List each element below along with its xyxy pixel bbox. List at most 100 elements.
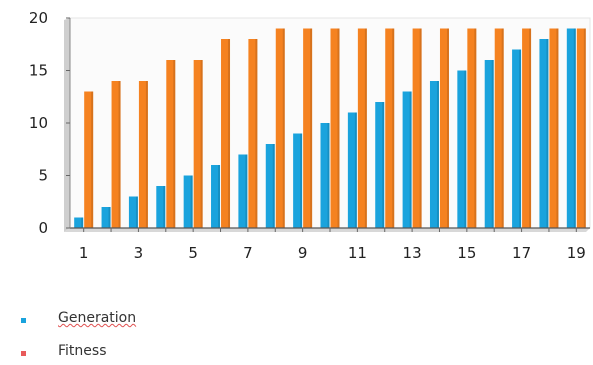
bar-fitness-9: [303, 28, 313, 228]
bar-generation-4: [156, 186, 166, 228]
bar-fitness-8: [275, 28, 285, 228]
bar-shade-fitness-2: [118, 81, 121, 228]
bar-face-fitness-16: [494, 28, 504, 228]
bar-shade-fitness-13: [419, 28, 422, 228]
bar-fitness-3: [138, 81, 148, 228]
y-tick-label-0: 0: [38, 219, 48, 237]
y-tick-label-15: 15: [29, 62, 48, 80]
bar-generation-1: [74, 217, 84, 228]
bar-shade-fitness-4: [173, 60, 176, 228]
bar-shade-generation-16: [491, 60, 494, 228]
bar-face-fitness-6: [221, 39, 231, 228]
bar-face-fitness-7: [248, 39, 258, 228]
bar-shade-fitness-14: [446, 28, 449, 228]
bar-shade-generation-2: [108, 207, 111, 228]
y-tick-label-20: 20: [29, 9, 48, 27]
bar-generation-9: [293, 133, 303, 228]
bar-generation-15: [457, 70, 467, 228]
bar-shade-generation-18: [546, 39, 549, 228]
legend-label-fitness: Fitness: [58, 343, 107, 359]
legend-item-fitness: Fitness: [0, 343, 300, 365]
bar-shade-generation-10: [327, 123, 330, 228]
bar-shade-fitness-17: [529, 28, 532, 228]
bar-generation-5: [183, 175, 193, 228]
bar-shade-generation-17: [519, 49, 522, 228]
x-tick-label-1: 1: [79, 244, 89, 262]
bar-face-fitness-13: [412, 28, 422, 228]
bar-shade-generation-1: [81, 217, 84, 228]
bar-face-generation-10: [320, 123, 330, 228]
bar-generation-6: [211, 165, 221, 228]
bar-face-fitness-9: [303, 28, 313, 228]
plot-background: [69, 17, 591, 229]
bar-face-fitness-14: [439, 28, 449, 228]
bar-face-generation-11: [347, 112, 357, 228]
bar-face-generation-2: [101, 207, 111, 228]
bar-face-generation-3: [128, 196, 138, 228]
bar-shade-fitness-8: [282, 28, 285, 228]
bar-shade-generation-11: [354, 112, 357, 228]
bar-shade-fitness-19: [583, 28, 586, 228]
bar-fitness-17: [522, 28, 532, 228]
x-tick-labels: 1 3 5 7 9 11 13 15 17 19: [79, 228, 586, 262]
bar-face-fitness-15: [467, 28, 477, 228]
x-tick-label-3: 3: [134, 244, 144, 262]
bar-generation-14: [429, 81, 439, 228]
legend-swatch-fitness: [21, 351, 26, 356]
bar-shade-fitness-6: [228, 39, 231, 228]
bar-face-generation-19: [566, 28, 576, 228]
bar-generation-13: [402, 91, 412, 228]
bar-generation-2: [101, 207, 111, 228]
y-tick-labels: 0 5 10 15 20: [29, 9, 70, 237]
bar-fitness-15: [467, 28, 477, 228]
bar-face-generation-17: [512, 49, 522, 228]
bar-fitness-18: [549, 28, 559, 228]
bar-face-generation-13: [402, 91, 412, 228]
bar-fitness-5: [193, 60, 203, 228]
x-tick-label-7: 7: [243, 244, 253, 262]
bar-face-generation-15: [457, 70, 467, 228]
bar-shade-fitness-1: [91, 91, 94, 228]
plot-floor: [64, 228, 590, 232]
bar-face-fitness-17: [522, 28, 532, 228]
bar-shade-generation-4: [163, 186, 166, 228]
bar-face-generation-7: [238, 154, 248, 228]
bar-shade-fitness-7: [255, 39, 258, 228]
bar-generation-16: [484, 60, 494, 228]
bar-generation-19: [566, 28, 576, 228]
bar-fitness-19: [576, 28, 586, 228]
x-tick-label-15: 15: [457, 244, 476, 262]
bar-fitness-13: [412, 28, 422, 228]
bar-shade-fitness-11: [364, 28, 367, 228]
bar-fitness-11: [357, 28, 367, 228]
x-tick-label-19: 19: [567, 244, 586, 262]
bar-generation-3: [128, 196, 138, 228]
bar-face-fitness-11: [357, 28, 367, 228]
bar-generation-17: [512, 49, 522, 228]
bar-generation-12: [375, 102, 385, 228]
bar-face-fitness-4: [166, 60, 176, 228]
bar-face-fitness-3: [138, 81, 148, 228]
bar-face-fitness-19: [576, 28, 586, 228]
bar-shade-generation-13: [409, 91, 412, 228]
bar-shade-generation-19: [573, 28, 576, 228]
bar-face-generation-16: [484, 60, 494, 228]
bar-face-fitness-12: [385, 28, 395, 228]
bar-shade-generation-3: [135, 196, 138, 228]
bar-face-fitness-1: [84, 91, 94, 228]
bar-shade-fitness-15: [474, 28, 477, 228]
bar-shade-generation-14: [436, 81, 439, 228]
bar-shade-generation-7: [245, 154, 248, 228]
bar-shade-fitness-5: [200, 60, 203, 228]
y-tick-label-5: 5: [38, 167, 48, 185]
bar-fitness-14: [439, 28, 449, 228]
bar-shade-fitness-10: [337, 28, 340, 228]
bar-face-fitness-2: [111, 81, 121, 228]
bar-face-generation-18: [539, 39, 549, 228]
bar-face-fitness-5: [193, 60, 203, 228]
bar-shade-generation-8: [272, 144, 275, 228]
bar-face-fitness-18: [549, 28, 559, 228]
legend-swatch-generation: [21, 318, 26, 323]
bar-shade-fitness-3: [145, 81, 148, 228]
